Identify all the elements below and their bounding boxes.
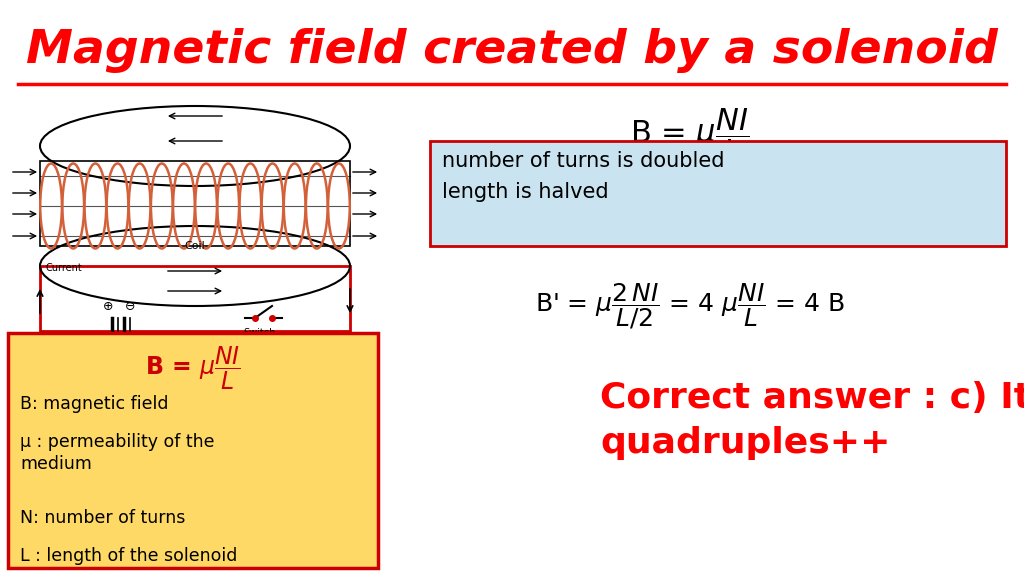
- Text: Magnetic field created by a solenoid: Magnetic field created by a solenoid: [26, 28, 998, 73]
- Text: ⊕: ⊕: [102, 300, 114, 313]
- Bar: [40, 266, 350, 331]
- Text: Coil: Coil: [184, 241, 206, 251]
- Bar: [40, 161, 350, 246]
- Text: N: number of turns: N: number of turns: [20, 509, 185, 527]
- Text: B' = $\mu\dfrac{2\,NI}{L/2}$ = 4 $\mu\dfrac{NI}{L}$ = 4 B: B' = $\mu\dfrac{2\,NI}{L/2}$ = 4 $\mu\df…: [535, 281, 845, 331]
- Text: B = $\mu\dfrac{NI}{L}$: B = $\mu\dfrac{NI}{L}$: [145, 345, 241, 392]
- Text: Battery: Battery: [101, 334, 138, 344]
- Text: B: magnetic field: B: magnetic field: [20, 395, 169, 413]
- Text: B = $\mu\dfrac{NI}{L}$: B = $\mu\dfrac{NI}{L}$: [631, 106, 750, 164]
- Text: Current: Current: [45, 263, 82, 273]
- Text: Correct answer : c) It
quadruples++: Correct answer : c) It quadruples++: [600, 381, 1024, 460]
- FancyBboxPatch shape: [8, 333, 378, 568]
- Text: Switch: Switch: [244, 328, 276, 338]
- Text: number of turns is doubled
length is halved: number of turns is doubled length is hal…: [442, 151, 725, 202]
- Text: ⊖: ⊖: [125, 300, 135, 313]
- Text: L : length of the solenoid: L : length of the solenoid: [20, 547, 238, 565]
- FancyBboxPatch shape: [430, 141, 1006, 246]
- Text: μ : permeability of the
medium: μ : permeability of the medium: [20, 433, 214, 473]
